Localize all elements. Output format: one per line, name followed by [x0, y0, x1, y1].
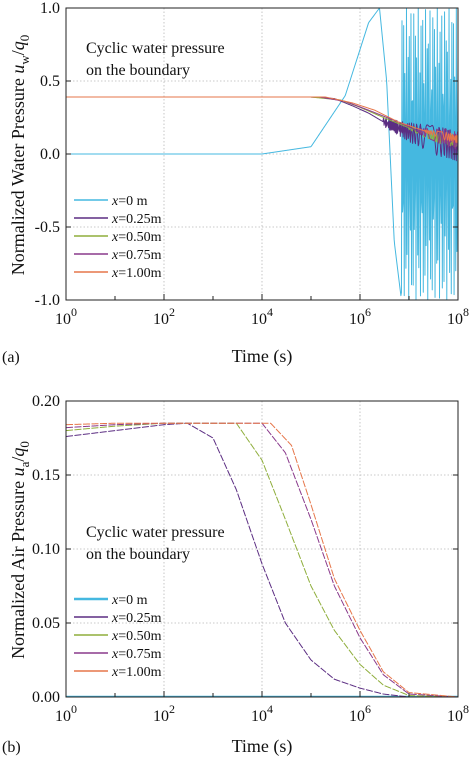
x-tick-label: 108 — [447, 702, 469, 725]
y-tick-label: 0.15 — [32, 467, 60, 484]
legend-entry: x=0 m — [111, 593, 148, 608]
x-tick-label: 104 — [251, 305, 273, 328]
x-tick-label: 100 — [55, 305, 77, 328]
panel-a-chart: 1.0 0.5 0.0 -0.5 -1.0 100 102 104 106 108 Cyclic… — [2, 0, 469, 367]
panel-b-chart: 0.20 0.15 0.10 0.05 0.00 100 102 104 106 108 Cyc… — [2, 393, 469, 757]
panel-a-legend: x=0 m x=0.25m x=0.50m x=0.75m x=1.00m — [74, 194, 162, 281]
panel-a-x-axis-label: Time (s) — [232, 346, 293, 367]
legend-entry: x=0.50m — [111, 230, 162, 245]
y-tick-label: -1.0 — [35, 292, 60, 309]
legend-entry: x=0.25m — [111, 611, 162, 626]
legend-entry: x=1.00m — [111, 665, 162, 680]
panel-b-x-ticks: 100 102 104 106 108 — [55, 691, 469, 725]
series-line-x-1-00m — [66, 422, 458, 697]
legend-entry: x=0.75m — [111, 248, 162, 263]
series-line-x-0-50m — [66, 422, 458, 697]
series-line-x-0-25m — [66, 422, 458, 697]
y-tick-label: 0.20 — [32, 393, 60, 410]
x-tick-label: 108 — [447, 305, 469, 328]
panel-a-label: (a) — [2, 349, 20, 366]
legend-entry: x=0.50m — [111, 629, 162, 644]
panel-b-legend: x=0 m x=0.25m x=0.50m x=0.75m x=1.00m — [74, 593, 162, 680]
legend-entry: x=0.25m — [111, 212, 162, 227]
panel-a-x-ticks: 100 102 104 106 108 — [55, 294, 469, 328]
x-tick-label: 104 — [251, 702, 273, 725]
y-tick-label: 1.0 — [40, 0, 60, 17]
y-tick-label: 0.5 — [40, 73, 60, 90]
x-tick-label: 100 — [55, 702, 77, 725]
series-line-x-1-00m — [66, 96, 458, 144]
panel-b-y-axis-label: Normalized Air Pressure ua/q0 — [8, 441, 32, 659]
y-tick-label: -0.5 — [35, 219, 60, 236]
panel-b-plot-lines — [66, 422, 458, 697]
y-tick-label: 0.05 — [32, 615, 60, 632]
legend-entry: x=1.00m — [111, 266, 162, 281]
x-tick-label: 102 — [153, 702, 175, 725]
series-line-x-0-m — [66, 8, 458, 300]
panel-a-y-ticks: 1.0 0.5 0.0 -0.5 -1.0 — [35, 0, 458, 309]
panel-b-y-ticks: 0.20 0.15 0.10 0.05 0.00 — [32, 393, 458, 706]
series-line-x-0-75m — [66, 96, 458, 150]
y-tick-label: 0.00 — [32, 689, 60, 706]
y-tick-label: 0.0 — [40, 146, 60, 163]
panel-a-annotation-line2: on the boundary — [86, 62, 190, 79]
panel-b-gridlines — [66, 401, 458, 697]
panel-a-y-axis-label: Normalized Water Pressure uw/q0 — [8, 35, 32, 276]
x-tick-label: 106 — [349, 702, 371, 725]
panel-a-annotation-line1: Cyclic water pressure — [86, 40, 225, 57]
x-tick-label: 106 — [349, 305, 371, 328]
panel-a-plot-lines — [66, 8, 458, 300]
panel-b-annotation-line2: on the boundary — [86, 546, 190, 563]
y-tick-label: 0.10 — [32, 541, 60, 558]
panel-b-x-axis-label: Time (s) — [232, 736, 293, 757]
x-tick-label: 102 — [153, 305, 175, 328]
panel-b-annotation-line1: Cyclic water pressure — [86, 524, 225, 541]
legend-entry: x=0 m — [111, 194, 148, 209]
legend-entry: x=0.75m — [111, 647, 162, 662]
panel-b-label: (b) — [2, 739, 21, 756]
